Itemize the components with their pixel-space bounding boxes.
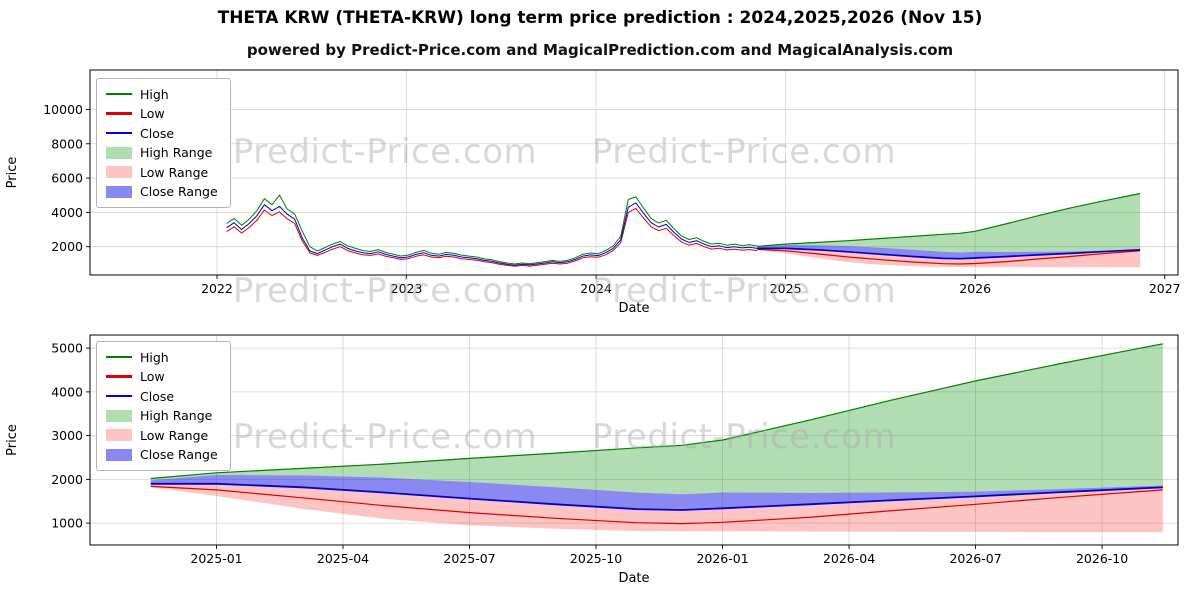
y-tick-label: 1000 bbox=[51, 516, 83, 531]
legend-entry: High bbox=[106, 86, 218, 102]
y-tick-label: 2000 bbox=[51, 239, 83, 254]
y-axis-label: Price bbox=[5, 157, 20, 189]
forecast-close-line bbox=[150, 482, 1163, 511]
y-tick-label: 2000 bbox=[51, 472, 83, 487]
legend-label: High Range bbox=[140, 408, 213, 423]
legend-label: Low bbox=[140, 106, 165, 121]
plot-border bbox=[89, 334, 1179, 546]
legend-line-swatch bbox=[106, 131, 132, 135]
legend-label: High Range bbox=[140, 145, 213, 160]
watermark-text: Predict-Price.com bbox=[232, 271, 538, 311]
legend-patch-swatch bbox=[106, 409, 132, 422]
x-tick-label: 2022 bbox=[201, 281, 233, 296]
legend-entry: Low Range bbox=[106, 427, 218, 443]
forecast-high-line bbox=[757, 192, 1141, 247]
x-tick-label: 2026-01 bbox=[696, 551, 748, 566]
x-tick-label: 2025-01 bbox=[190, 551, 242, 566]
legend-label: Close bbox=[140, 388, 175, 404]
forecast-low-line bbox=[757, 248, 1141, 265]
y-axis-label: Price bbox=[5, 424, 20, 456]
x-tick-label: 2026 bbox=[959, 281, 991, 296]
legend-label: Close Range bbox=[140, 184, 218, 199]
x-tick-label: 2026-07 bbox=[949, 551, 1001, 566]
legend-entry: Close bbox=[106, 125, 218, 141]
high-range-band bbox=[150, 343, 1163, 495]
legend-label: Low Range bbox=[140, 427, 209, 443]
watermark-text: Predict-Price.com bbox=[232, 132, 538, 172]
x-axis-label: Date bbox=[618, 571, 649, 586]
legend: High Low Close High Range Low Range Close Ran… bbox=[96, 78, 231, 208]
forecast-low-line bbox=[150, 485, 1163, 525]
legend-entry: Close Range bbox=[106, 184, 218, 200]
legend-line-swatch bbox=[106, 394, 132, 398]
y-tick-label: 5000 bbox=[51, 341, 83, 356]
legend-label: Low Range bbox=[140, 164, 209, 180]
legend-label: Low bbox=[140, 369, 165, 384]
x-tick-label: 2025 bbox=[770, 281, 802, 296]
low-line bbox=[226, 207, 758, 267]
legend-label: High bbox=[140, 349, 169, 365]
plot-border bbox=[89, 69, 1179, 276]
x-tick-label: 2025-07 bbox=[443, 551, 495, 566]
low-range-band bbox=[757, 248, 1141, 268]
watermark-text: Predict-Price.com bbox=[232, 417, 538, 457]
legend-entry: Low bbox=[106, 106, 218, 122]
main-price-chart: 2022 2023 2024 2025 2026 2027 2000 4000 6000 8000… bbox=[0, 64, 1200, 324]
forecast-high-line bbox=[150, 343, 1163, 480]
legend-entry: Close bbox=[106, 388, 218, 404]
figure-subtitle: powered by Predict-Price.com and Magical… bbox=[246, 41, 954, 59]
legend-patch-swatch bbox=[106, 166, 132, 178]
legend-entry: Low bbox=[106, 369, 218, 385]
legend-label: Close Range bbox=[140, 447, 218, 462]
y-tick-label: 10000 bbox=[43, 102, 83, 117]
legend-patch-swatch bbox=[106, 429, 132, 441]
x-tick-label: 2026-04 bbox=[823, 551, 875, 566]
close-range-band bbox=[150, 475, 1163, 510]
legend-entry: High bbox=[106, 349, 218, 365]
legend-label: Close bbox=[140, 125, 175, 141]
y-tick-label: 4000 bbox=[51, 205, 83, 220]
y-tick-label: 3000 bbox=[51, 428, 83, 443]
legend-patch-swatch bbox=[106, 448, 132, 461]
legend-entry: Close Range bbox=[106, 447, 218, 463]
watermark-text: Predict-Price.com bbox=[591, 271, 897, 311]
high-line bbox=[226, 194, 758, 265]
y-tick-label: 8000 bbox=[51, 136, 83, 151]
x-tick-label: 2024 bbox=[580, 281, 612, 296]
forecast-zoom-chart: 2025-01 2025-04 2025-07 2025-10 2026-01 2026-… bbox=[0, 324, 1200, 600]
forecast-detail-plot: 2025-01 2025-04 2025-07 2025-10 2026-01 2026-… bbox=[5, 334, 1179, 586]
y-tick-label: 6000 bbox=[51, 171, 83, 186]
x-tick-label: 2026-10 bbox=[1076, 551, 1128, 566]
legend-patch-swatch bbox=[106, 185, 132, 198]
legend: High Low Close High Range Low Range Close Ran… bbox=[96, 341, 231, 471]
x-tick-label: 2023 bbox=[391, 281, 423, 296]
legend-line-swatch bbox=[106, 92, 132, 96]
x-tick-label: 2025-04 bbox=[317, 551, 369, 566]
x-tick-label: 2025-10 bbox=[570, 551, 622, 566]
legend-entry: High Range bbox=[106, 145, 218, 161]
watermark-text: Predict-Price.com bbox=[591, 417, 897, 457]
figure-title: THETA KRW (THETA-KRW) long term price pr… bbox=[217, 8, 983, 28]
legend-line-swatch bbox=[106, 112, 132, 115]
legend-entry: High Range bbox=[106, 408, 218, 424]
legend-label: High bbox=[140, 86, 169, 102]
x-tick-label: 2027 bbox=[1149, 281, 1181, 296]
x-axis-label: Date bbox=[618, 301, 649, 316]
watermark-text: Predict-Price.com bbox=[591, 132, 897, 172]
history-and-forecast-plot: 2022 2023 2024 2025 2026 2027 2000 4000 6000 8000… bbox=[5, 69, 1181, 316]
legend-entry: Low Range bbox=[106, 164, 218, 180]
high-range-band bbox=[757, 193, 1141, 253]
low-range-band bbox=[150, 483, 1163, 533]
y-tick-label: 4000 bbox=[51, 384, 83, 399]
legend-line-swatch bbox=[106, 375, 132, 378]
legend-line-swatch bbox=[106, 355, 132, 359]
close-range-band bbox=[757, 245, 1141, 259]
close-line bbox=[226, 202, 758, 266]
forecast-close-line bbox=[757, 247, 1141, 260]
legend-patch-swatch bbox=[106, 146, 132, 159]
